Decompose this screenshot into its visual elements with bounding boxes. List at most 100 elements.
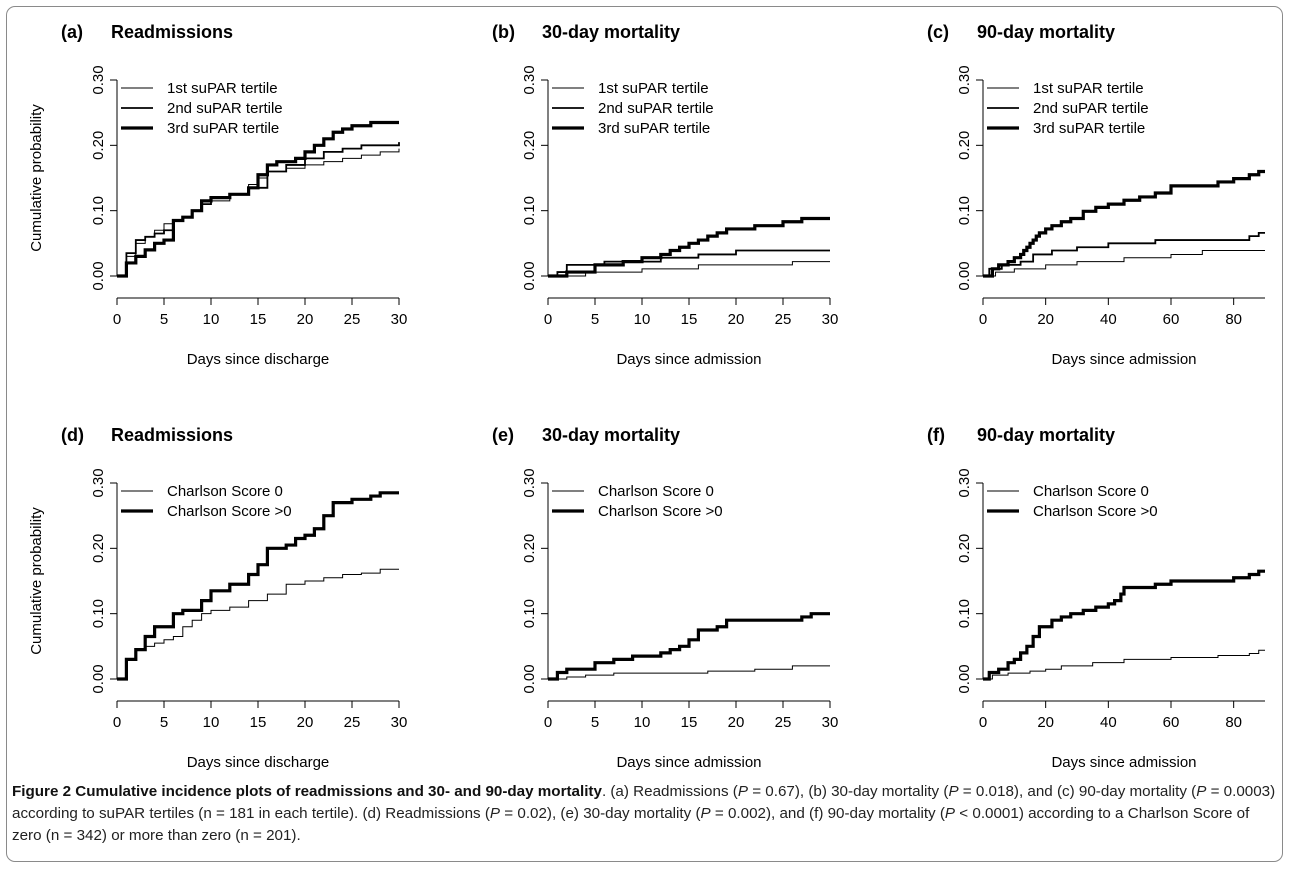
x-axis-label: Days since discharge	[187, 351, 330, 368]
y-tick-label: 0.00	[956, 261, 973, 290]
y-tick-label: 0.20	[521, 534, 538, 563]
panel-letter: (e)	[492, 425, 514, 445]
panel-f: (f) 90-day mortality 0 20 40 60 80 0.00 0.10 0.20…	[927, 425, 1265, 771]
x-tick-label: 5	[591, 311, 599, 328]
y-tick-label: 0.20	[956, 131, 973, 160]
series-line	[117, 142, 400, 277]
series-line	[548, 612, 830, 681]
x-tick-label: 20	[728, 714, 745, 731]
x-tick-label: 20	[1037, 714, 1054, 731]
caption-p-symbol: P	[737, 783, 748, 800]
x-tick-label: 60	[1163, 714, 1180, 731]
series-line	[117, 148, 400, 277]
caption-segment: = 0.0003) according to suPAR tertiles (n…	[12, 783, 1276, 822]
panel-a: (a) Readmissions 0 5 10 15 20 25 30 0.00 0.10 0.20 0…	[28, 22, 407, 368]
y-tick-label: 0.10	[521, 196, 538, 225]
caption-title: Figure 2 Cumulative incidence plots of r…	[12, 783, 602, 800]
legend-label: Charlson Score >0	[167, 503, 292, 520]
x-tick-label: 30	[391, 311, 408, 328]
series-line	[117, 491, 399, 681]
x-tick-label: 15	[250, 714, 267, 731]
x-tick-label: 25	[344, 311, 361, 328]
x-tick-label: 0	[113, 714, 121, 731]
caption-segment: . (a) Readmissions (	[601, 783, 738, 800]
series-line	[548, 216, 830, 278]
y-tick-label: 0.30	[521, 65, 538, 94]
caption-p-symbol: P	[489, 805, 501, 822]
panel-d: (d) Readmissions 0 5 10 15 20 25 30 0.00 0.10 0.20 0…	[28, 425, 407, 771]
caption-text: . (a) Readmissions (P = 0.67), (b) 30-da…	[12, 783, 1275, 844]
x-tick-label: 80	[1225, 714, 1242, 731]
panel-b: (b) 30-day mortality 0 5 10 15 20 25 30 0.00 0.10 0…	[492, 22, 838, 368]
x-tick-label: 80	[1225, 311, 1242, 328]
y-tick-label: 0.00	[956, 664, 973, 693]
y-tick-label: 0.10	[956, 599, 973, 628]
legend-label: 3rd suPAR tertile	[598, 120, 710, 137]
caption-segment: = 0.002), and (f) 90-day mortality (	[710, 805, 945, 822]
y-axis-label: Cumulative probability	[28, 507, 45, 655]
y-tick-label: 0.30	[956, 65, 973, 94]
y-tick-label: 0.30	[521, 468, 538, 497]
x-tick-label: 40	[1100, 714, 1117, 731]
panel-title: Readmissions	[111, 425, 233, 445]
caption-p-symbol: P	[700, 805, 711, 822]
y-tick-label: 0.10	[90, 599, 107, 628]
legend-label: Charlson Score 0	[1033, 483, 1149, 500]
legend-label: 1st suPAR tertile	[598, 80, 709, 97]
panel-title: 30-day mortality	[542, 425, 680, 445]
y-tick-label: 0.20	[90, 534, 107, 563]
y-tick-label: 0.30	[90, 65, 107, 94]
legend-label: Charlson Score 0	[598, 483, 714, 500]
series-line	[983, 569, 1265, 681]
panel-letter: (a)	[61, 22, 83, 42]
x-tick-label: 25	[775, 311, 792, 328]
series-line	[548, 665, 830, 680]
x-tick-label: 30	[391, 714, 408, 731]
x-tick-label: 0	[544, 311, 552, 328]
panel-c: (c) 90-day mortality 0 20 40 60 80 0.00 0.10 0.20…	[927, 22, 1265, 368]
y-tick-label: 0.10	[521, 599, 538, 628]
caption-segment: < 0.0001) according to a Charlson Score …	[12, 805, 1250, 844]
x-axis-label: Days since admission	[616, 754, 761, 771]
series-line	[983, 250, 1265, 277]
x-tick-label: 15	[250, 311, 267, 328]
series-line	[117, 568, 399, 680]
x-tick-label: 0	[113, 311, 121, 328]
figure-plots: (a) Readmissions 0 5 10 15 20 25 30 0.00 0.10 0.20 0…	[28, 22, 1265, 771]
caption-segment: = 0.02), (e) 30-day mortality (	[500, 805, 701, 822]
y-tick-label: 0.00	[521, 261, 538, 290]
x-tick-label: 25	[344, 714, 361, 731]
series-line	[548, 261, 830, 277]
x-tick-label: 20	[1037, 311, 1054, 328]
panel-letter: (f)	[927, 425, 945, 445]
y-axis-label: Cumulative probability	[28, 104, 45, 252]
caption-p-symbol: P	[948, 783, 959, 800]
panel-title: 30-day mortality	[542, 22, 680, 42]
legend-label: 3rd suPAR tertile	[1033, 120, 1145, 137]
x-axis-label: Days since admission	[616, 351, 761, 368]
y-tick-label: 0.00	[521, 664, 538, 693]
legend-label: 2nd suPAR tertile	[1033, 100, 1149, 117]
panel-letter: (d)	[61, 425, 84, 445]
x-tick-label: 5	[160, 311, 168, 328]
x-tick-label: 10	[634, 311, 651, 328]
legend-label: 3rd suPAR tertile	[167, 120, 279, 137]
series-line	[117, 120, 399, 278]
y-tick-label: 0.30	[956, 468, 973, 497]
figure-frame	[6, 6, 1283, 862]
x-tick-label: 0	[979, 714, 987, 731]
x-tick-label: 15	[681, 714, 698, 731]
x-tick-label: 10	[203, 311, 220, 328]
caption-p-symbol: P	[944, 805, 956, 822]
panel-title: 90-day mortality	[977, 425, 1115, 445]
legend-label: Charlson Score >0	[598, 503, 723, 520]
y-tick-label: 0.20	[90, 131, 107, 160]
x-tick-label: 15	[681, 311, 698, 328]
legend-label: 2nd suPAR tertile	[167, 100, 283, 117]
x-tick-label: 20	[728, 311, 745, 328]
y-tick-label: 0.00	[90, 261, 107, 290]
y-tick-label: 0.30	[90, 468, 107, 497]
x-tick-label: 40	[1100, 311, 1117, 328]
x-tick-label: 20	[297, 714, 314, 731]
y-tick-label: 0.00	[90, 664, 107, 693]
